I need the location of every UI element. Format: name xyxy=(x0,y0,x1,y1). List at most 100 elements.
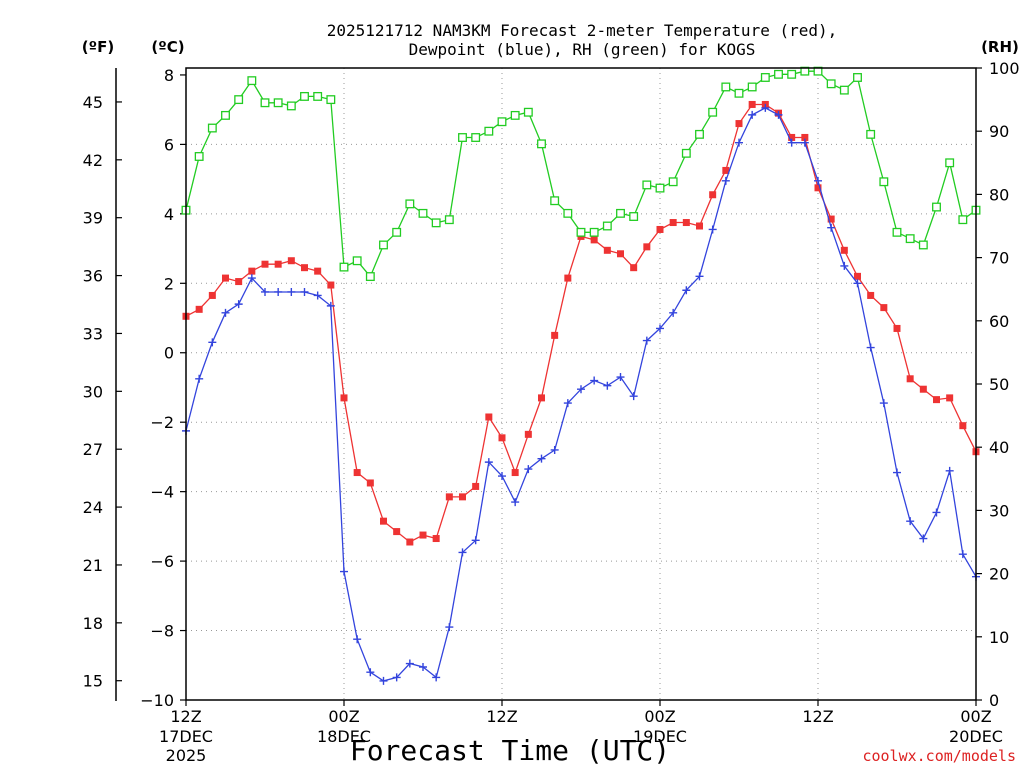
temperature-point xyxy=(893,324,901,332)
dewpoint-point xyxy=(550,445,559,454)
temperature-point xyxy=(472,482,480,490)
dewpoint-point xyxy=(814,176,822,185)
rh-point xyxy=(892,227,902,237)
dewpoint-point xyxy=(616,373,625,382)
series-rh xyxy=(181,66,981,282)
rh-point xyxy=(326,95,336,105)
dewpoint-point xyxy=(708,225,717,234)
plot-frame xyxy=(185,67,977,701)
dewpoint-point xyxy=(932,508,941,517)
temperature-point xyxy=(353,469,361,477)
rh-point xyxy=(918,240,928,250)
grid-layer xyxy=(186,68,976,700)
rh-point xyxy=(352,256,362,266)
x-axis-title: Forecast Time (UTC) xyxy=(350,734,670,767)
temperature-point xyxy=(748,100,756,108)
temperature-point xyxy=(590,236,598,244)
temperature-point xyxy=(261,260,269,268)
dewpoint-point xyxy=(787,138,796,147)
rh-point xyxy=(405,199,415,209)
dewpoint-point xyxy=(511,498,520,507)
dewpoint-point xyxy=(300,287,309,296)
credit-text: coolwx.com/models xyxy=(862,747,1016,765)
rh-tick-label: 90 xyxy=(989,122,1009,141)
temperature-point xyxy=(366,479,374,487)
celsius-tick-label: −2 xyxy=(150,413,174,432)
rh-point xyxy=(589,227,599,237)
temperature-point xyxy=(630,264,638,272)
temperature-point xyxy=(248,267,256,275)
dewpoint-point xyxy=(458,548,467,557)
temperature-point xyxy=(709,191,717,199)
celsius-tick-label: −8 xyxy=(150,622,174,641)
temperature-point xyxy=(959,422,967,430)
celsius-tick-label: −4 xyxy=(150,483,174,502)
dewpoint-point xyxy=(721,176,730,185)
rh-point xyxy=(286,101,296,111)
rh-point xyxy=(853,73,862,82)
dewpoint-point xyxy=(761,103,770,112)
temperature-point xyxy=(840,246,848,254)
x-tick-label: 00Z xyxy=(960,707,991,726)
rh-point xyxy=(510,110,520,120)
temperature-point xyxy=(735,120,743,128)
rh-point xyxy=(247,76,257,86)
rh-point xyxy=(207,123,217,133)
temperature-point xyxy=(301,264,308,272)
dewpoint-point xyxy=(945,466,954,475)
temperature-point xyxy=(682,219,690,227)
series-dewpoint xyxy=(182,103,980,685)
dewpoint-point xyxy=(379,676,388,685)
temperature-point xyxy=(393,528,401,536)
dewpoint-line xyxy=(185,107,977,682)
dewpoint-point xyxy=(326,301,335,310)
temperature-point xyxy=(827,215,835,223)
rh-point xyxy=(681,148,691,158)
temperature-point xyxy=(538,394,545,402)
fahrenheit-tick-label: 18 xyxy=(83,614,103,633)
fahrenheit-tick-label: 15 xyxy=(83,672,103,691)
rh-point xyxy=(839,85,849,95)
x-tick-date-label: 18DEC xyxy=(317,727,371,746)
dewpoint-point xyxy=(221,308,230,317)
dewpoint-point xyxy=(682,286,691,295)
rh-point xyxy=(616,208,625,218)
temperature-point xyxy=(406,538,414,546)
rh-point xyxy=(655,183,665,193)
rh-tick-label: 100 xyxy=(989,59,1020,78)
dewpoint-point xyxy=(432,673,441,682)
temperature-point xyxy=(485,413,493,421)
dewpoint-point xyxy=(524,465,533,474)
temperature-point xyxy=(459,493,466,501)
rh-point xyxy=(563,208,573,218)
temperature-point xyxy=(814,184,822,192)
rh-point xyxy=(392,227,402,237)
dewpoint-point xyxy=(287,287,296,296)
temperature-point xyxy=(669,219,677,227)
fahrenheit-tick-label: 21 xyxy=(83,556,103,575)
dewpoint-point xyxy=(563,399,572,408)
rh-tick-label: 80 xyxy=(989,185,1009,204)
dewpoint-point xyxy=(906,517,915,526)
temperature-point xyxy=(287,257,295,265)
rh-point xyxy=(576,227,586,237)
series-temperature xyxy=(182,100,980,546)
fahrenheit-tick-label: 36 xyxy=(83,267,103,286)
dewpoint-point xyxy=(866,343,875,352)
dewpoint-point xyxy=(208,338,217,347)
celsius-axis-label: (ºC) xyxy=(151,38,184,56)
dewpoint-point xyxy=(234,300,243,309)
rh-tick-label: 40 xyxy=(989,438,1009,457)
rh-point xyxy=(958,215,968,225)
temperature-point xyxy=(656,225,664,233)
dewpoint-point xyxy=(405,659,414,668)
temperature-point xyxy=(419,531,427,539)
x-tick-label: 00Z xyxy=(644,707,675,726)
rh-point xyxy=(879,177,889,187)
rh-line xyxy=(185,70,977,278)
temperature-point xyxy=(314,267,322,275)
rh-tick-label: 20 xyxy=(989,565,1009,584)
temperature-point xyxy=(854,272,861,280)
fahrenheit-tick-label: 42 xyxy=(83,151,103,170)
dewpoint-point xyxy=(669,308,678,317)
